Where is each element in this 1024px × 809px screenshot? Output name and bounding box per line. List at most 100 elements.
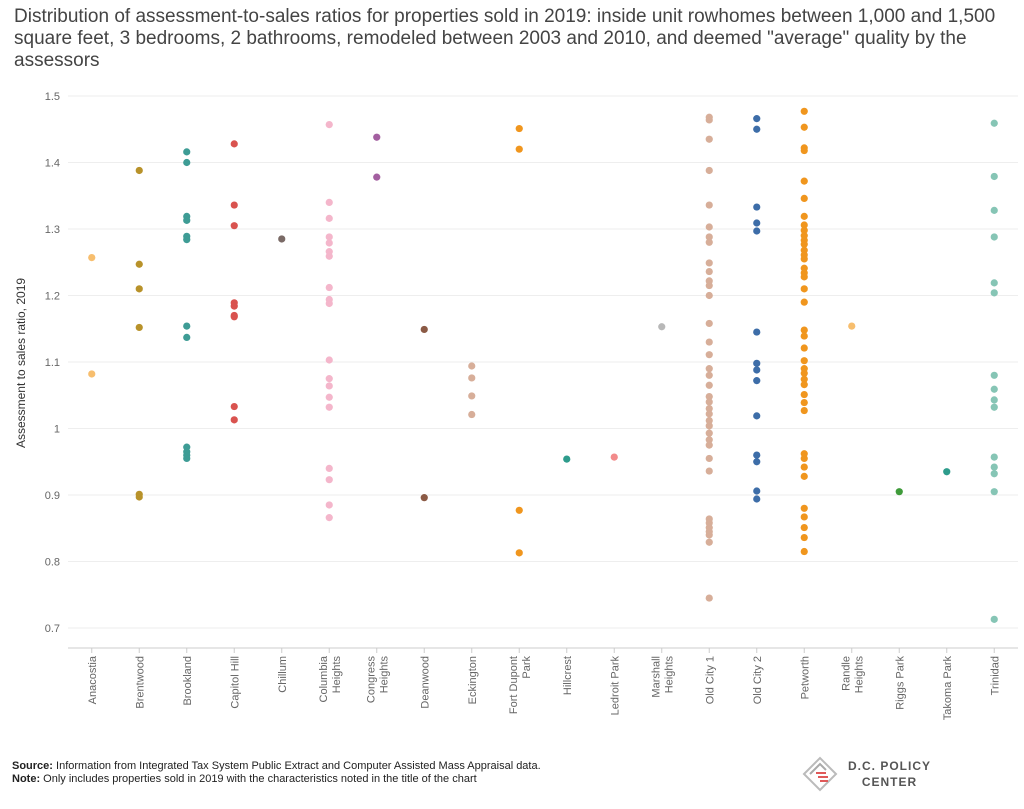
x-category-label: Eckington <box>467 656 479 704</box>
data-point <box>705 267 713 276</box>
data-point <box>705 538 713 546</box>
y-tick-label: 0.7 <box>45 623 60 635</box>
data-point <box>800 226 808 234</box>
data-point <box>800 146 808 155</box>
data-point <box>753 359 761 367</box>
data-point <box>800 513 808 521</box>
x-category-label: Randle <box>840 656 852 691</box>
data-point <box>705 404 713 413</box>
x-category-label: Marshall <box>650 656 662 698</box>
x-category-label: Chillum <box>277 656 289 693</box>
data-point <box>515 506 523 514</box>
data-point <box>990 206 998 214</box>
data-point <box>990 233 998 241</box>
x-category-label: Columbia <box>318 655 330 702</box>
data-point <box>800 332 808 340</box>
capitol-map-icon <box>802 756 838 792</box>
data-point <box>705 338 713 346</box>
footer-notes: Source: Information from Integrated Tax … <box>12 760 541 786</box>
data-point <box>800 390 808 399</box>
data-point <box>990 289 998 297</box>
data-point <box>183 322 191 330</box>
data-point <box>325 356 333 364</box>
data-point <box>135 285 143 293</box>
data-point <box>895 488 903 496</box>
data-point <box>800 369 808 377</box>
data-point <box>325 464 333 472</box>
x-category-label: Old City 1 <box>704 656 716 704</box>
data-point <box>753 366 761 374</box>
data-point <box>990 396 998 404</box>
logo-line-2: CENTER <box>861 775 918 789</box>
x-category-label: Congress <box>365 656 377 704</box>
logo-line-1: D.C. POLICY <box>848 759 932 773</box>
data-point <box>753 487 761 495</box>
data-point <box>705 166 713 175</box>
data-point <box>325 233 333 241</box>
data-point <box>468 374 476 382</box>
data-point <box>800 523 808 532</box>
data-point <box>800 547 808 556</box>
data-point <box>705 398 713 406</box>
data-point <box>705 429 713 437</box>
x-category-label: Deanwood <box>419 656 431 709</box>
data-point <box>420 494 428 502</box>
source-text: Information from Integrated Tax System P… <box>52 760 541 772</box>
data-point <box>753 451 761 459</box>
data-point <box>610 453 618 461</box>
data-point <box>753 115 761 123</box>
data-point <box>230 302 238 310</box>
data-point <box>800 463 808 471</box>
data-point <box>705 410 713 418</box>
data-point <box>800 406 808 415</box>
source-line: Source: Information from Integrated Tax … <box>12 760 541 773</box>
data-point <box>753 328 761 336</box>
x-category-label: Hillcrest <box>562 656 574 695</box>
y-tick-label: 0.8 <box>45 557 60 569</box>
data-point <box>183 158 191 167</box>
data-point <box>658 323 666 331</box>
data-point <box>705 319 713 328</box>
data-point <box>705 291 713 300</box>
y-tick-label: 1.1 <box>45 357 60 369</box>
data-point <box>230 222 238 230</box>
data-point <box>800 344 808 352</box>
data-point <box>135 493 143 501</box>
x-category-label: Petworth <box>799 656 811 699</box>
data-point <box>468 392 476 400</box>
data-point <box>705 441 713 449</box>
note-line: Note: Only includes properties sold in 2… <box>12 773 541 786</box>
data-point <box>705 454 713 463</box>
data-point <box>943 468 951 476</box>
data-point <box>990 371 998 379</box>
x-category-label: Capitol Hill <box>229 656 241 709</box>
x-category-label: Riggs Park <box>894 656 906 710</box>
data-point <box>230 402 238 411</box>
data-point <box>88 370 96 378</box>
y-tick-label: 1.4 <box>45 158 60 170</box>
data-point <box>753 377 761 385</box>
data-point <box>705 416 713 425</box>
data-point <box>183 148 191 156</box>
data-point <box>468 410 476 419</box>
data-point <box>420 325 428 334</box>
data-point <box>800 298 808 306</box>
source-label: Source: <box>12 760 53 772</box>
x-category-label: Fort Dupont <box>508 656 520 714</box>
x-category-label: Brentwood <box>134 656 146 709</box>
data-point <box>753 495 761 503</box>
data-point <box>705 594 713 602</box>
data-point <box>800 107 808 115</box>
data-point <box>88 253 96 262</box>
data-point <box>753 227 761 235</box>
data-point <box>800 177 808 185</box>
data-point <box>990 403 998 411</box>
y-axis-label: Assessment to sales ratio, 2019 <box>14 278 28 448</box>
data-point <box>990 119 998 127</box>
data-point <box>515 145 523 153</box>
data-point <box>800 504 808 512</box>
data-point <box>135 166 143 175</box>
x-category-label: Ledroit Park <box>609 656 621 716</box>
data-point <box>325 239 333 247</box>
data-point <box>515 549 523 557</box>
